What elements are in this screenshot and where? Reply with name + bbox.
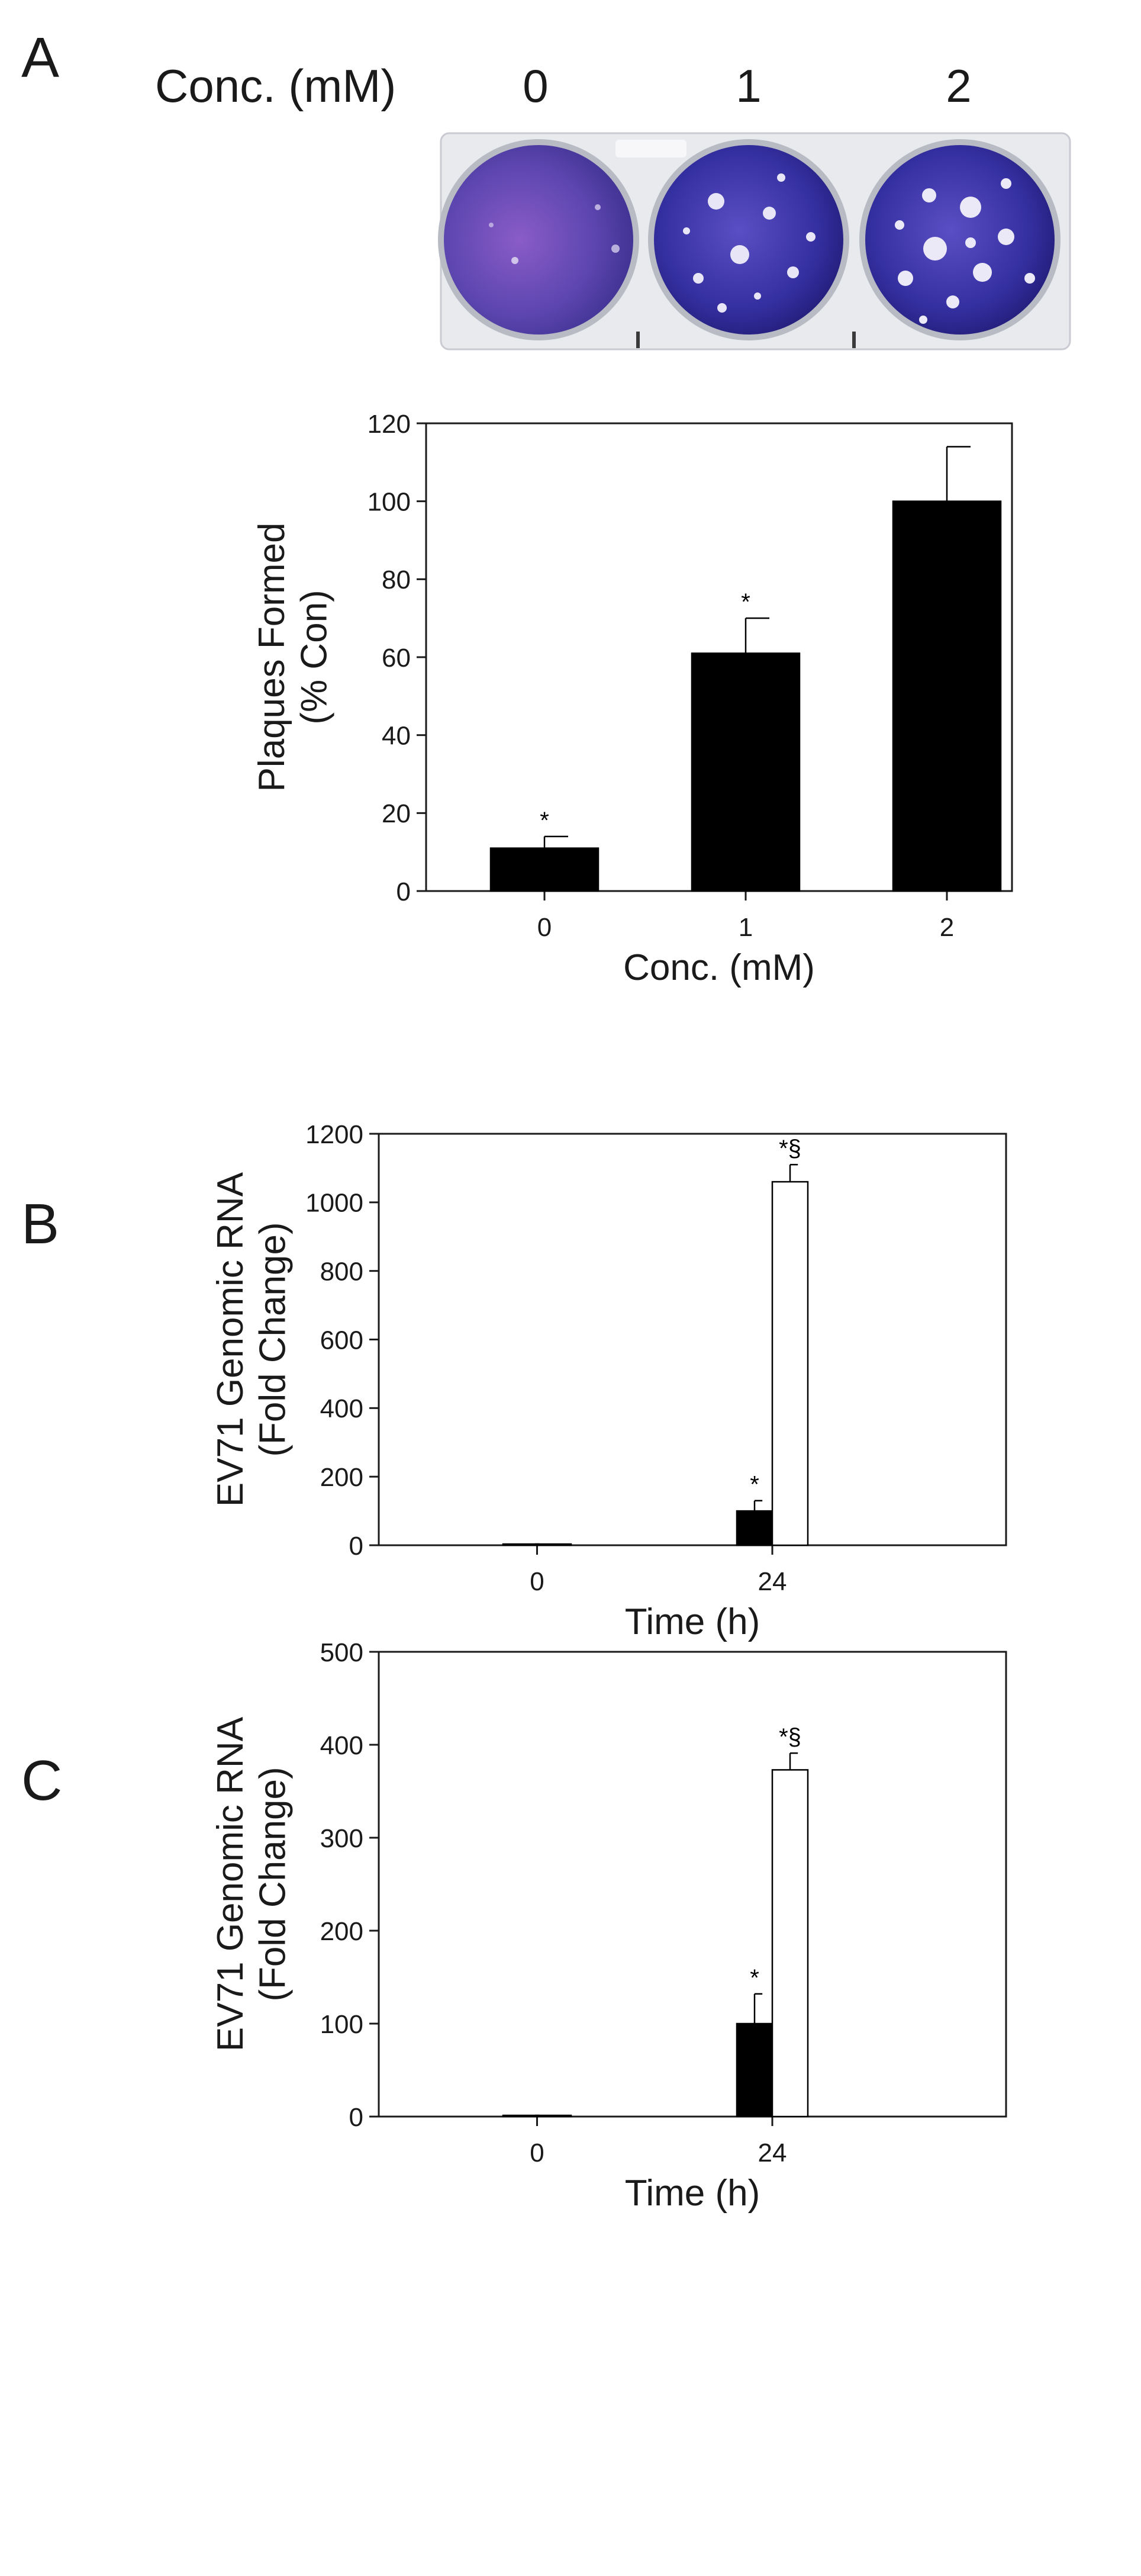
y-tick-label: 20 [382,799,411,828]
y-axis-label-line: Plaques Formed [252,523,292,792]
y-axis-label: EV71 Genomic RNA(Fold Change) [210,1716,293,2051]
y-axis-label-line: (% Con) [294,590,334,724]
chart-panel-b: 0 200 400 600 800 1000 1200 0 24 * *§ Time (h) EV71 … [210,1120,1007,1642]
significance-marker: *§ [779,1136,801,1162]
y-tick-label: 400 [320,1731,363,1760]
bar [892,500,1002,892]
x-tick-label: 0 [530,2138,544,2167]
significance-marker: * [540,808,549,834]
well-label: 1 [736,60,761,112]
panel-letter-b: B [21,1192,59,1256]
y-axis-label-line: (Fold Change) [252,1767,293,2001]
x-axis-label: Conc. (mM) [623,947,815,988]
y-axis-label-line: EV71 Genomic RNA [210,1172,251,1507]
bar [502,2114,540,2118]
bar [534,1543,572,1546]
y-tick-label: 0 [349,2103,363,2132]
x-tick-label: 2 [940,913,954,942]
y-tick-label: 100 [368,488,411,517]
x-tick-label: 0 [537,913,552,942]
chart-panel-a: 0 20 40 60 80 100 120 0 1 2 * * Conc. (mM) Plaques Fo… [252,410,1013,988]
well-label: 0 [523,60,548,112]
y-axis-label: Plaques Formed(% Con) [252,523,334,792]
significance-marker: * [741,589,750,615]
x-axis-label: Time (h) [625,2173,760,2214]
chart-panel-c: 0 100 200 300 400 500 0 24 * *§ Time (h) EV71 Genom… [210,1638,1007,2214]
y-tick-label: 800 [320,1258,363,1287]
y-tick-label: 1000 [305,1189,363,1218]
x-tick-label: 0 [530,1567,544,1596]
bar [771,1769,809,2118]
bar [502,1543,540,1546]
panel-letter-a: A [21,26,59,89]
plate-header-label: Conc. (mM) [155,60,396,112]
bar [534,2114,572,2118]
plot-frame [378,1133,1007,1546]
x-tick-label: 24 [758,2138,787,2167]
y-tick-label: 200 [320,1463,363,1492]
significance-marker: * [750,1965,759,1991]
y-tick-label: 80 [382,565,411,594]
x-tick-label: 24 [758,1567,787,1596]
x-axis-label: Time (h) [625,1601,760,1642]
bar [736,2022,773,2118]
y-axis-label-line: EV71 Genomic RNA [210,1716,251,2051]
plaque-plate-photo [438,132,1071,350]
y-tick-label: 200 [320,1917,363,1946]
plate-well [648,139,849,340]
y-axis-label-line: (Fold Change) [252,1222,293,1456]
y-tick-label: 120 [368,410,411,439]
y-tick-label: 300 [320,1824,363,1853]
y-tick-label: 600 [320,1326,363,1355]
bar [489,847,599,892]
y-tick-label: 400 [320,1394,363,1423]
y-axis-label: EV71 Genomic RNA(Fold Change) [210,1172,293,1507]
plate-well [438,139,639,340]
bar [691,652,801,892]
significance-marker: *§ [779,1724,801,1750]
x-tick-label: 1 [739,913,753,942]
plate-well [859,139,1061,340]
bar [736,1510,773,1546]
y-tick-label: 500 [320,1638,363,1667]
well-label: 2 [946,60,971,112]
y-tick-label: 40 [382,722,411,751]
y-tick-label: 100 [320,2010,363,2039]
panel-letter-c: C [21,1749,62,1812]
bar [771,1181,809,1546]
y-tick-label: 1200 [305,1120,363,1149]
y-tick-label: 0 [397,877,411,906]
y-tick-label: 0 [349,1532,363,1561]
plot-frame [378,1651,1007,2118]
y-tick-label: 60 [382,644,411,673]
significance-marker: * [750,1472,759,1498]
